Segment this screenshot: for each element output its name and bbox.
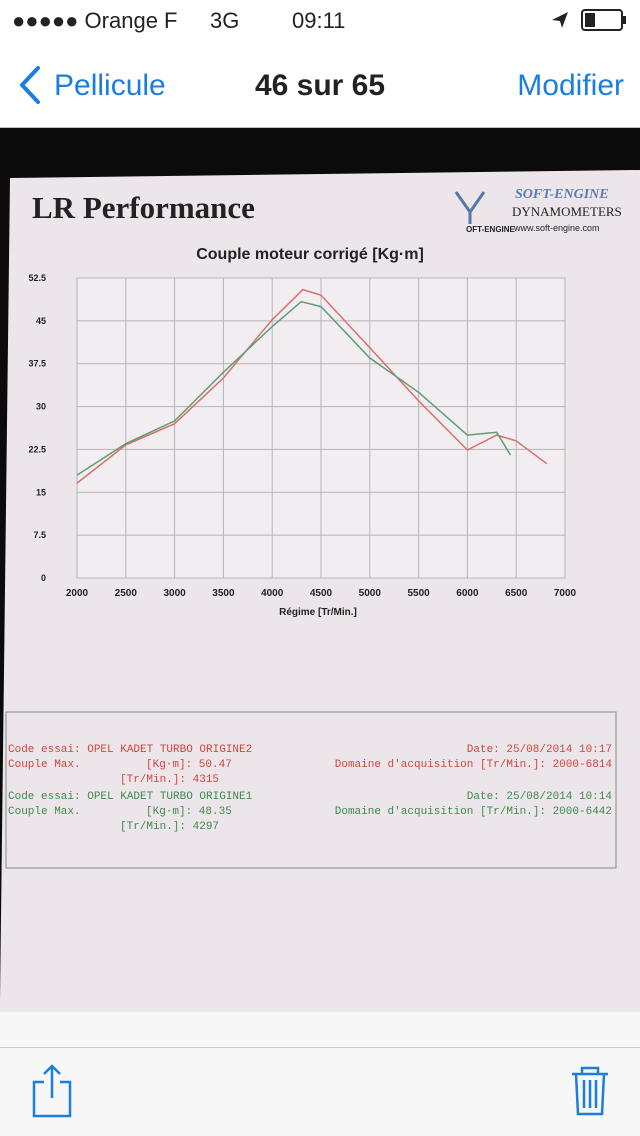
logo-brand: SOFT-ENGINE	[515, 187, 609, 202]
clock: 09:11	[292, 8, 345, 33]
trash-icon	[572, 1066, 608, 1116]
test-date: Date: 25/08/2014 10:17	[467, 744, 612, 756]
acquisition-range: Domaine d'acquisition [Tr/Min.]: 2000-68…	[335, 759, 613, 771]
network: 3G	[210, 8, 239, 33]
x-tick-label: 5500	[407, 588, 430, 599]
logo-subtitle: DYNAMOMETERS	[512, 204, 622, 219]
y-tick-label: 52.5	[28, 273, 46, 283]
torque-curve	[76, 288, 548, 484]
x-tick-label: 2500	[115, 588, 138, 599]
share-button[interactable]	[32, 1064, 72, 1118]
nav-title: 46 sur 65	[255, 69, 385, 102]
test-code: Code essai: OPEL KADET TURBO ORIGINE1	[8, 791, 253, 803]
max-torque-value: [Kg·m]: 48.35	[146, 806, 232, 818]
delete-button[interactable]	[572, 1066, 608, 1116]
share-box	[32, 1080, 72, 1118]
y-tick-label: 45	[36, 316, 46, 326]
max-torque-rpm: [Tr/Min.]: 4315	[120, 774, 219, 786]
max-torque-value: [Kg·m]: 50.47	[146, 759, 232, 771]
toolbar	[0, 1012, 640, 1136]
records-box	[5, 711, 617, 869]
x-tick-label: 7000	[554, 588, 577, 599]
records: Code essai: OPEL KADET TURBO ORIGINE2 Dat…	[8, 744, 612, 833]
x-tick-label: 3000	[163, 588, 186, 599]
carrier: ●●●●● Orange F	[12, 8, 177, 33]
battery-level	[585, 13, 595, 27]
torque-curve	[76, 300, 512, 476]
edit-button[interactable]: Modifier	[517, 69, 624, 102]
x-tick-label: 2000	[66, 588, 89, 599]
test-date: Date: 25/08/2014 10:14	[467, 791, 613, 803]
chart-title: Couple moteur corrigé [Kg·m]	[196, 246, 424, 263]
y-tick-label: 22.5	[28, 444, 46, 454]
battery	[581, 9, 623, 31]
y-tick-label: 0	[41, 573, 46, 583]
x-tick-label: 4500	[310, 588, 333, 599]
share-arrow	[43, 1064, 61, 1098]
y-tick-label: 37.5	[28, 359, 46, 369]
company-name: LR Performance	[32, 190, 255, 225]
x-tick-label: 6500	[505, 588, 528, 599]
chart: 2000 2500 3000 3500 4000 4500 5000 5500 6000 6500…	[28, 273, 576, 599]
max-torque-rpm: [Tr/Min.]: 4297	[120, 821, 219, 833]
x-tick-label: 3500	[212, 588, 235, 599]
back-chevron	[20, 66, 40, 104]
y-tick-label: 7.5	[33, 530, 46, 540]
acquisition-range: Domaine d'acquisition [Tr/Min.]: 2000-64…	[335, 806, 612, 818]
y-tick-label: 15	[36, 487, 46, 497]
battery-tip	[623, 16, 626, 24]
x-tick-label: 6000	[456, 588, 479, 599]
x-tick-label: 5000	[359, 588, 382, 599]
x-tick-label: 4000	[261, 588, 284, 599]
back-button[interactable]: Pellicule	[20, 66, 166, 104]
max-torque-label: Couple Max.	[8, 806, 81, 818]
y-tick-label: 30	[36, 402, 46, 412]
logo-small: OFT-ENGINE	[466, 225, 516, 234]
location-icon	[552, 12, 568, 28]
logo-mark	[454, 191, 486, 224]
max-torque-label: Couple Max.	[8, 759, 81, 771]
x-axis-label: Régime [Tr/Min.]	[279, 607, 357, 618]
logo-url: www.soft-engine.com	[513, 223, 600, 233]
test-code: Code essai: OPEL KADET TURBO ORIGINE2	[8, 744, 252, 756]
back-label[interactable]: Pellicule	[54, 69, 166, 102]
